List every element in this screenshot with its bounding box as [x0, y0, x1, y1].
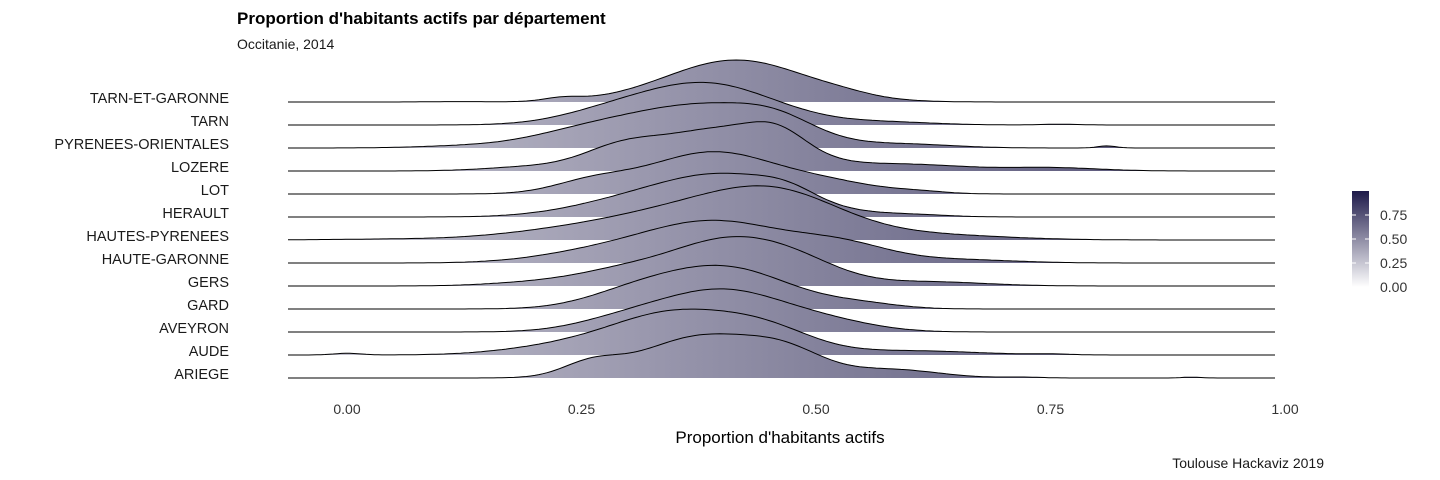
legend-colorbar [1352, 191, 1369, 287]
y-label-herault: HERAULT [162, 206, 229, 222]
ridge-fill-hautes-pyrenees [288, 185, 1275, 240]
ridge-line-herault [288, 172, 1275, 218]
ridge-fill-tarn-et-garonne [288, 60, 1275, 102]
ridge-fill-gard [288, 265, 1275, 309]
y-label-ariege: ARIEGE [174, 367, 229, 383]
ridge-line-aude [288, 308, 1275, 356]
y-label-pyrenees-orientales: PYRENEES-ORIENTALES [54, 137, 229, 153]
x-tick-label: 1.00 [1271, 401, 1298, 417]
legend-tick-label: 0.75 [1380, 207, 1407, 223]
x-axis-title: Proportion d'habitants actifs [675, 428, 884, 447]
ridge-line-aveyron [288, 288, 1275, 333]
x-tick-label: 0.25 [568, 401, 595, 417]
chart-title: Proportion d'habitants actifs par départ… [237, 9, 606, 28]
ridge-line-gard [288, 264, 1275, 310]
ridge-line-gers [288, 236, 1275, 287]
ridge-line-tarn-et-garonne [288, 59, 1275, 103]
ridge-fill-ariege [288, 333, 1275, 378]
legend-tick-label: 0.25 [1380, 255, 1407, 271]
legend-tick-label: 0.00 [1380, 279, 1407, 295]
ridge-fill-pyrenees-orientales [288, 102, 1275, 148]
ridge-fill-haute-garonne [288, 220, 1275, 263]
ridge-line-hautes-pyrenees [287, 185, 1275, 241]
x-tick-label: 0.00 [333, 401, 360, 417]
y-label-gard: GARD [187, 298, 229, 314]
chart-caption: Toulouse Hackaviz 2019 [1172, 455, 1324, 471]
fill-legend: 0.00 0.25 0.50 0.75 [1352, 191, 1407, 295]
x-axis: 0.00 0.25 0.50 0.75 1.00 [333, 401, 1298, 417]
ridge-line-haute-garonne [288, 219, 1275, 264]
ridge-line-pyrenees-orientales [288, 102, 1275, 149]
y-label-aude: AUDE [189, 344, 230, 360]
ridge-line-tarn [288, 81, 1275, 126]
ridge-fill-tarn [288, 82, 1275, 125]
ridge-fill-aveyron [288, 288, 1275, 332]
y-label-lot: LOT [201, 183, 229, 199]
y-label-haute-garonne: HAUTE-GARONNE [102, 252, 230, 268]
ridge-fill-aude [288, 309, 1275, 355]
y-label-tarn: TARN [191, 114, 229, 130]
ridge-line-ariege [288, 333, 1275, 379]
x-tick-label: 0.50 [802, 401, 829, 417]
ridges-layer [287, 59, 1275, 379]
ridge-fill-lozere [288, 121, 1275, 171]
y-axis-labels: TARN-ET-GARONNE TARN PYRENEES-ORIENTALES LO… [54, 91, 229, 383]
legend-tick-label: 0.50 [1380, 231, 1407, 247]
y-label-aveyron: AVEYRON [159, 321, 229, 337]
y-label-hautes-pyrenees: HAUTES-PYRENEES [86, 229, 229, 245]
y-label-gers: GERS [188, 275, 229, 291]
ridge-fill-gers [288, 236, 1275, 286]
y-label-lozere: LOZERE [171, 160, 229, 176]
ridge-line-lozere [288, 121, 1275, 172]
x-tick-label: 0.75 [1037, 401, 1064, 417]
ridge-fill-lot [288, 151, 1275, 194]
ridge-line-lot [288, 151, 1275, 195]
chart-subtitle: Occitanie, 2014 [237, 36, 335, 52]
y-label-tarn-et-garonne: TARN-ET-GARONNE [90, 91, 229, 107]
